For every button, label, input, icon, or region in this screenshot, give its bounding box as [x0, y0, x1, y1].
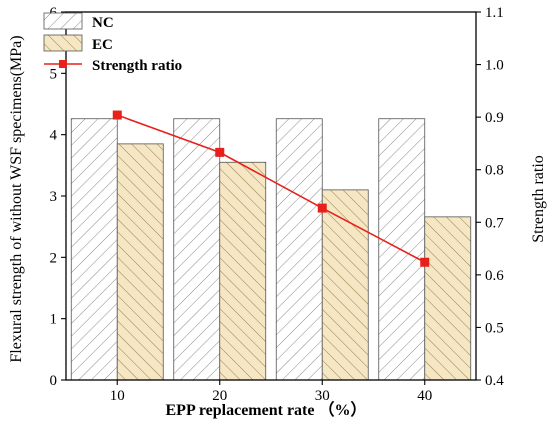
strength-ratio-line	[116, 114, 426, 263]
legend-label-ec: EC	[92, 37, 113, 53]
x-axis-title: EPP replacement rate （%）	[166, 401, 367, 419]
y2-tick-label-1.0: 1.0	[485, 58, 504, 74]
y2-tick-label-0.8: 0.8	[485, 163, 504, 179]
bar-nc-30	[275, 118, 323, 381]
bar-ec-40	[424, 216, 472, 381]
y2-tick-label-1.1: 1.1	[485, 5, 504, 21]
x-tick-label-10: 10	[110, 388, 125, 404]
ratio-point-10	[112, 110, 122, 120]
x-tick-label-40: 40	[417, 388, 432, 404]
y2-tick-label-0.4: 0.4	[485, 373, 504, 389]
legend-swatch-nc	[43, 12, 83, 30]
y2-tick-label-0.5: 0.5	[485, 320, 504, 336]
bar-ec-20	[219, 161, 267, 381]
y-tick-label-5: 5	[50, 66, 58, 82]
bar-ec-10	[116, 143, 164, 381]
y2-tick-label-0.9: 0.9	[485, 110, 504, 126]
y-axis-title: Flexural strength of without WSF specime…	[8, 35, 25, 362]
y2-tick-label-0.6: 0.6	[485, 268, 504, 284]
ratio-point-30	[317, 203, 327, 213]
y-tick-label-1: 1	[50, 312, 58, 328]
x-tick-label-20: 20	[212, 388, 227, 404]
legend-swatch-ec	[43, 34, 83, 52]
y-tick-label-3: 3	[50, 189, 58, 205]
legend-label-nc: NC	[92, 15, 114, 31]
x-tick-label-30: 30	[315, 388, 330, 404]
y2-axis-title: Strength ratio	[530, 155, 547, 243]
ratio-point-20	[215, 147, 225, 157]
legend: NC EC Strength ratio	[43, 12, 182, 74]
y-tick-label-2: 2	[50, 250, 58, 266]
bar-ec-30	[321, 189, 369, 381]
bars-group	[70, 118, 472, 381]
bar-nc-10	[70, 118, 118, 381]
legend-label-ratio: Strength ratio	[92, 58, 182, 74]
y-tick-label-4: 4	[50, 128, 58, 144]
y-tick-label-0: 0	[50, 373, 58, 389]
ratio-line-group	[112, 110, 430, 267]
y2-tick-label-0.7: 0.7	[485, 215, 504, 231]
legend-marker-ratio	[59, 60, 67, 68]
bar-nc-20	[173, 118, 221, 381]
ratio-point-40	[420, 257, 430, 267]
